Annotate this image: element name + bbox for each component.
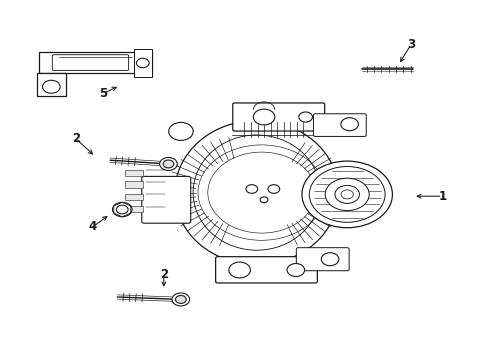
Text: 1: 1 bbox=[438, 190, 446, 203]
FancyBboxPatch shape bbox=[134, 49, 151, 77]
Ellipse shape bbox=[175, 121, 338, 265]
Circle shape bbox=[253, 109, 274, 125]
Circle shape bbox=[172, 293, 189, 306]
Ellipse shape bbox=[340, 190, 352, 199]
Ellipse shape bbox=[301, 161, 391, 228]
Bar bbox=[124, 181, 143, 188]
Circle shape bbox=[175, 296, 186, 303]
Circle shape bbox=[160, 157, 177, 170]
FancyBboxPatch shape bbox=[313, 114, 366, 136]
Bar bbox=[124, 206, 143, 212]
Circle shape bbox=[112, 202, 132, 217]
Text: 4: 4 bbox=[89, 220, 97, 233]
FancyBboxPatch shape bbox=[142, 176, 190, 223]
Circle shape bbox=[228, 262, 250, 278]
Circle shape bbox=[163, 160, 174, 168]
Circle shape bbox=[340, 118, 358, 131]
Bar bbox=[124, 170, 143, 176]
Circle shape bbox=[286, 264, 304, 276]
Circle shape bbox=[267, 185, 279, 193]
Bar bbox=[124, 194, 143, 200]
Circle shape bbox=[298, 112, 312, 122]
Circle shape bbox=[168, 122, 193, 140]
Text: 2: 2 bbox=[160, 268, 167, 281]
FancyBboxPatch shape bbox=[215, 257, 317, 283]
Circle shape bbox=[116, 205, 128, 214]
FancyBboxPatch shape bbox=[232, 103, 324, 131]
Circle shape bbox=[260, 197, 267, 203]
FancyBboxPatch shape bbox=[296, 248, 348, 271]
Ellipse shape bbox=[325, 178, 368, 211]
FancyBboxPatch shape bbox=[37, 73, 66, 96]
Circle shape bbox=[321, 253, 338, 266]
Circle shape bbox=[136, 58, 149, 68]
FancyBboxPatch shape bbox=[52, 55, 128, 71]
Circle shape bbox=[42, 80, 60, 93]
Text: 5: 5 bbox=[99, 87, 106, 100]
Text: 2: 2 bbox=[72, 132, 80, 145]
Ellipse shape bbox=[308, 166, 384, 222]
Circle shape bbox=[245, 185, 257, 193]
FancyBboxPatch shape bbox=[39, 52, 151, 73]
Ellipse shape bbox=[334, 185, 359, 203]
Text: 3: 3 bbox=[406, 39, 414, 51]
